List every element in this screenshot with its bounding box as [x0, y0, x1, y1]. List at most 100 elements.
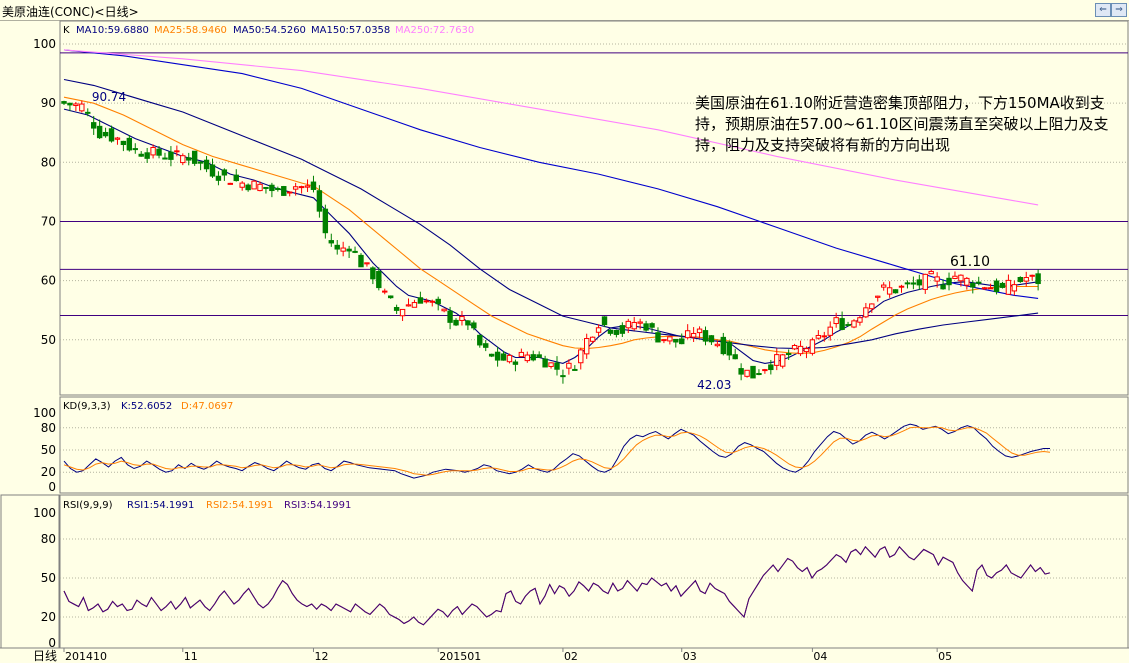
candle-body: [334, 244, 340, 250]
candle-body: [364, 262, 370, 265]
ma-line-ma150: [63, 49, 1039, 299]
candle-body: [85, 111, 91, 114]
candle-body: [661, 339, 667, 342]
candle-body: [79, 103, 85, 112]
candle-body: [875, 295, 881, 298]
rsi-y-tick-label: 80: [41, 532, 56, 546]
candle-body: [186, 157, 192, 161]
candle-body: [898, 285, 905, 288]
candle-body: [619, 325, 626, 334]
candle-body: [827, 326, 833, 336]
candle-body: [370, 267, 376, 280]
price-grid: [60, 43, 1128, 341]
candle-body: [358, 254, 364, 268]
candle-body: [316, 190, 323, 212]
candle-body: [340, 247, 346, 252]
price-y-tick-label: 100: [33, 37, 56, 51]
candle-body: [174, 150, 180, 153]
rsi-grid: [60, 538, 1128, 618]
candle-body: [483, 343, 489, 348]
candle-body: [298, 186, 305, 189]
kd-lines: [63, 423, 1051, 479]
candle-body: [928, 270, 934, 275]
price-y-tick-label: 80: [41, 155, 56, 169]
candle-body: [601, 316, 608, 326]
candle-body: [732, 354, 738, 360]
next-arrow-icon[interactable]: ⇒: [1111, 3, 1127, 17]
candle-body: [251, 180, 257, 190]
rsi-lines: [63, 545, 1051, 626]
candle-body: [542, 358, 548, 368]
candle-body: [702, 330, 709, 342]
candle-body: [96, 125, 103, 139]
kd-y-tick-label: 20: [41, 465, 56, 479]
resistance-marker: 61.10: [950, 254, 990, 270]
candle-body: [168, 151, 174, 160]
price-y-tick-label: 60: [41, 274, 56, 288]
x-axis-month-label: 12: [314, 650, 328, 663]
candle-body: [376, 270, 382, 289]
candle-body: [851, 320, 857, 328]
x-axis-month-label: 05: [938, 650, 952, 663]
candle-body: [524, 354, 531, 362]
candle-body: [869, 303, 875, 310]
candle-body: [762, 369, 768, 372]
candle-body: [904, 282, 911, 285]
kd-y-tick-label: 80: [41, 421, 56, 435]
candle-body: [863, 307, 869, 318]
candle-body: [506, 354, 513, 363]
candle-body: [750, 365, 756, 379]
x-axis-month-label: 201410: [65, 650, 107, 663]
candle-body: [191, 150, 198, 164]
x-axis-month-label: 04: [813, 650, 827, 663]
candle-body: [987, 287, 994, 290]
candle-body: [322, 208, 329, 234]
candle-body: [922, 273, 928, 290]
ma-line-ma50: [63, 78, 1039, 350]
candle-body: [976, 281, 982, 284]
candle-body: [981, 287, 988, 290]
kd-d-legend: D:47.0697: [181, 401, 233, 412]
candle-body: [156, 148, 162, 156]
candle-body: [310, 181, 317, 190]
prev-arrow-icon[interactable]: ⇐: [1095, 3, 1111, 17]
candle-body: [833, 317, 839, 325]
candle-body: [536, 354, 542, 358]
candle-body: [346, 248, 352, 252]
candle-body: [126, 137, 133, 151]
rsi-line-rsi3: [63, 545, 1051, 626]
candle-body: [809, 339, 816, 354]
candle-body: [221, 169, 228, 176]
candle-body: [275, 187, 281, 190]
rsi-y-tick-label: 0: [48, 636, 56, 650]
candle-body: [73, 103, 79, 106]
candle-body: [494, 351, 501, 361]
candle-body: [512, 361, 519, 365]
candle-body: [690, 332, 697, 338]
x-axis-month-label: 03: [683, 650, 697, 663]
candle-body: [934, 276, 940, 282]
candle-body: [684, 330, 691, 339]
rsi-line-rsi1: [63, 545, 1051, 626]
candle-body: [649, 323, 655, 328]
rsi-y-tick-label: 100: [33, 506, 56, 520]
candle-body: [554, 362, 560, 370]
ma-line-ma25: [63, 96, 1039, 354]
window-title: 美原油连(CONC)<日线>: [2, 5, 139, 19]
candle-body: [880, 284, 887, 288]
x-axis-month-label: 201501: [439, 650, 481, 663]
candle-body: [999, 282, 1006, 288]
candlesticks: [61, 100, 1041, 384]
price-y-tick-label: 50: [41, 333, 56, 347]
candle-body: [673, 338, 679, 343]
candle-body: [292, 186, 299, 190]
candle-body: [417, 297, 424, 304]
candle-body: [227, 182, 234, 185]
candle-body: [215, 175, 222, 181]
candle-body: [114, 137, 121, 140]
candle-body: [946, 277, 952, 286]
candle-body: [90, 122, 97, 129]
price-panel-frame: [59, 20, 1129, 396]
